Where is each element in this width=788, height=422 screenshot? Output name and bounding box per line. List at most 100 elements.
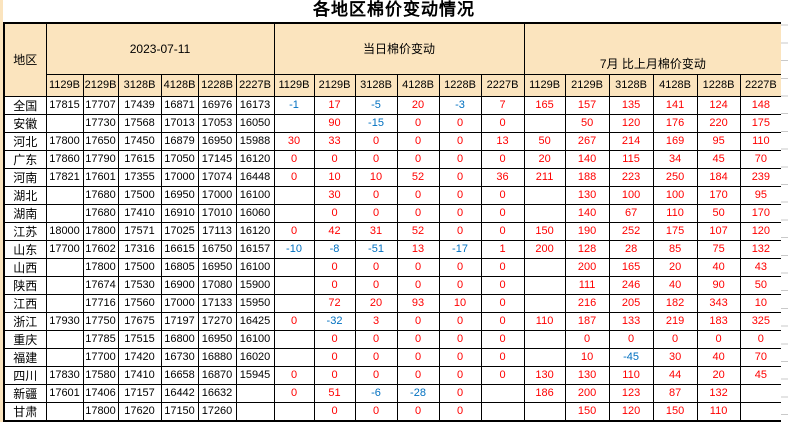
daily-change-cell[interactable] [273,113,315,133]
monthly-change-cell[interactable]: 132 [739,239,783,259]
price-cell[interactable]: 16750 [197,239,237,259]
grade-header[interactable]: 2129B [82,73,119,97]
daily-change-cell[interactable]: 0 [438,167,482,187]
monthly-change-cell[interactable]: 111 [564,275,610,295]
grade-header[interactable]: 1228B [197,73,237,97]
monthly-change-cell[interactable]: 176 [652,113,698,133]
daily-change-cell[interactable] [273,203,315,223]
monthly-change-cell[interactable]: 200 [564,383,610,403]
daily-change-cell[interactable]: 0 [354,401,398,421]
daily-change-cell[interactable]: 17 [313,95,356,115]
daily-change-cell[interactable] [273,257,315,277]
grade-header[interactable]: 1129B [273,73,315,97]
price-cell[interactable]: 17406 [82,383,119,403]
daily-change-cell[interactable]: 0 [396,311,440,331]
daily-change-cell[interactable]: 0 [438,383,482,403]
price-cell[interactable]: 17571 [117,221,162,241]
daily-change-cell[interactable]: 0 [480,293,525,313]
daily-change-cell[interactable]: 42 [313,221,356,241]
monthly-change-cell[interactable]: 157 [564,95,610,115]
region-cell[interactable]: 安徽 [3,113,47,133]
daily-change-group-header[interactable]: 当日棉价变动 [273,22,525,75]
daily-change-cell[interactable]: 0 [480,365,525,385]
monthly-change-cell[interactable] [523,257,566,277]
daily-change-cell[interactable]: 0 [396,365,440,385]
price-cell[interactable]: 17716 [82,293,119,313]
daily-change-cell[interactable]: 3 [354,311,398,331]
monthly-change-cell[interactable]: 205 [608,293,654,313]
region-cell[interactable]: 河南 [3,167,47,187]
monthly-change-cell[interactable]: 219 [652,311,698,331]
monthly-change-cell[interactable]: 87 [652,383,698,403]
price-cell[interactable]: 16050 [235,113,275,133]
daily-change-cell[interactable]: 0 [354,275,398,295]
price-cell[interactable]: 17050 [160,149,199,169]
daily-change-cell[interactable] [273,329,315,349]
daily-change-cell[interactable]: 0 [273,311,315,331]
daily-change-cell[interactable]: 0 [273,383,315,403]
price-cell[interactable] [45,113,84,133]
monthly-change-cell[interactable]: 165 [523,95,566,115]
monthly-change-cell[interactable]: 30 [652,347,698,367]
price-cell[interactable]: 17580 [82,365,119,385]
price-cell[interactable] [235,401,275,421]
monthly-change-cell[interactable]: 175 [652,221,698,241]
daily-change-cell[interactable]: 0 [313,329,356,349]
monthly-change-cell[interactable]: 85 [652,239,698,259]
monthly-change-cell[interactable]: 182 [652,293,698,313]
price-cell[interactable]: 16100 [235,329,275,349]
daily-change-cell[interactable]: 0 [480,113,525,133]
daily-change-cell[interactable]: 0 [438,221,482,241]
price-cell[interactable] [45,203,84,223]
monthly-change-cell[interactable]: 100 [608,185,654,205]
grade-header[interactable]: 3128B [608,73,654,97]
price-cell[interactable]: 17790 [82,149,119,169]
monthly-change-cell[interactable]: 200 [564,257,610,277]
monthly-change-cell[interactable]: 40 [696,257,741,277]
region-cell[interactable]: 河北 [3,131,47,151]
daily-change-cell[interactable]: 0 [354,203,398,223]
price-cell[interactable]: 16020 [235,347,275,367]
price-cell[interactable]: 17615 [117,149,162,169]
daily-change-cell[interactable]: 0 [480,329,525,349]
price-cell[interactable]: 16800 [160,329,199,349]
monthly-change-cell[interactable]: 165 [608,257,654,277]
price-cell[interactable]: 16157 [235,239,275,259]
price-cell[interactable]: 16060 [235,203,275,223]
region-cell[interactable]: 全国 [3,95,47,115]
daily-change-cell[interactable]: 0 [354,365,398,385]
daily-change-cell[interactable]: 0 [438,185,482,205]
monthly-change-cell[interactable]: 40 [652,275,698,295]
price-cell[interactable]: 17568 [117,113,162,133]
monthly-change-cell[interactable]: 44 [652,365,698,385]
daily-change-cell[interactable]: 52 [396,167,440,187]
monthly-change-cell[interactable]: 43 [739,257,783,277]
daily-change-cell[interactable]: 0 [354,149,398,169]
price-cell[interactable]: 17133 [197,293,237,313]
daily-change-cell[interactable]: -17 [438,239,482,259]
price-cell[interactable] [45,293,84,313]
daily-change-cell[interactable]: 0 [480,149,525,169]
monthly-change-cell[interactable]: 50 [523,131,566,151]
daily-change-cell[interactable]: -8 [313,239,356,259]
price-cell[interactable]: 17000 [160,167,199,187]
price-cell[interactable]: 16615 [160,239,199,259]
monthly-change-cell[interactable]: 28 [608,239,654,259]
price-cell[interactable]: 17650 [82,131,119,151]
price-cell[interactable]: 16870 [197,365,237,385]
monthly-change-cell[interactable]: 70 [739,347,783,367]
daily-change-cell[interactable]: 0 [313,347,356,367]
monthly-change-cell[interactable]: 148 [739,95,783,115]
daily-change-cell[interactable]: 36 [480,167,525,187]
monthly-change-cell[interactable]: 70 [739,149,783,169]
monthly-change-cell[interactable]: 170 [696,185,741,205]
price-cell[interactable]: 17680 [82,203,119,223]
daily-change-cell[interactable]: 0 [273,167,315,187]
monthly-change-cell[interactable]: 187 [564,311,610,331]
monthly-change-cell[interactable] [739,401,783,421]
daily-change-cell[interactable]: 0 [438,149,482,169]
price-cell[interactable]: 17410 [117,203,162,223]
daily-change-cell[interactable]: -51 [354,239,398,259]
price-cell[interactable]: 17420 [117,347,162,367]
price-cell[interactable]: 15900 [235,275,275,295]
